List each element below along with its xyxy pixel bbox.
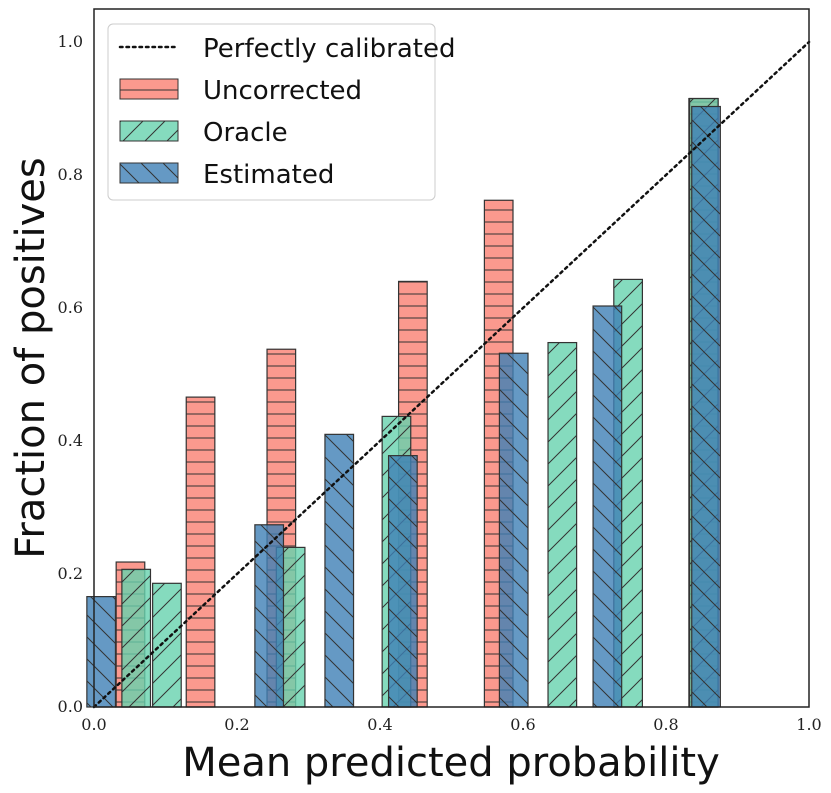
x-axis-label: Mean predicted probability xyxy=(182,740,720,786)
x-tick-labels: 0.0 0.2 0.4 0.6 0.8 1.0 xyxy=(81,715,821,734)
y-tick-label: 0.2 xyxy=(58,564,83,583)
plot-frame xyxy=(93,8,810,708)
legend-swatch-estimated-hatch xyxy=(120,163,178,183)
legend-swatch-oracle-hatch xyxy=(120,121,178,141)
x-tick-label: 0.0 xyxy=(81,715,106,734)
perfectly-calibrated-line xyxy=(92,40,811,709)
y-axis-label: Fraction of positives xyxy=(8,157,54,558)
bar-hatch-estimated-2 xyxy=(324,434,354,707)
legend-label-uncorrected: Uncorrected xyxy=(203,76,362,106)
bar-hatch-estimated-5 xyxy=(593,306,622,707)
bar-hatch-oracle-1 xyxy=(152,583,182,707)
bar-hatch-estimated-0 xyxy=(86,596,116,707)
legend: Perfectly calibrated Uncorrected Oracle … xyxy=(107,23,455,201)
legend-label-perfectly-calibrated: Perfectly calibrated xyxy=(203,34,455,64)
legend-box xyxy=(107,23,436,201)
y-tick-labels: 0.0 0.2 0.4 0.6 0.8 1.0 xyxy=(58,32,83,716)
x-tick-label: 0.2 xyxy=(224,715,249,734)
x-tick-label: 0.4 xyxy=(367,715,392,734)
y-tick-label: 0.0 xyxy=(58,697,83,716)
bar-hatch-estimated-1 xyxy=(254,524,284,707)
bar-hatch-estimated-6 xyxy=(691,106,721,707)
bars-layer xyxy=(86,97,721,708)
legend-swatch-uncorrected-hatch xyxy=(120,79,178,99)
x-tick-label: 0.8 xyxy=(653,715,678,734)
bar-hatch-oracle-4 xyxy=(548,342,577,707)
y-tick-label: 0.8 xyxy=(58,165,83,184)
x-tick-label: 1.0 xyxy=(796,715,821,734)
bar-hatch-estimated-4 xyxy=(499,353,529,707)
legend-label-oracle: Oracle xyxy=(203,118,288,148)
legend-label-estimated: Estimated xyxy=(203,160,334,190)
bar-hatch-estimated-3 xyxy=(388,455,418,707)
y-tick-label: 0.6 xyxy=(58,298,83,317)
x-tick-label: 0.6 xyxy=(510,715,535,734)
y-tick-label: 0.4 xyxy=(58,431,83,450)
bar-hatch-uncorrected-1 xyxy=(186,397,215,707)
bar-hatch-oracle-0 xyxy=(121,569,151,707)
y-tick-label: 1.0 xyxy=(58,32,83,51)
